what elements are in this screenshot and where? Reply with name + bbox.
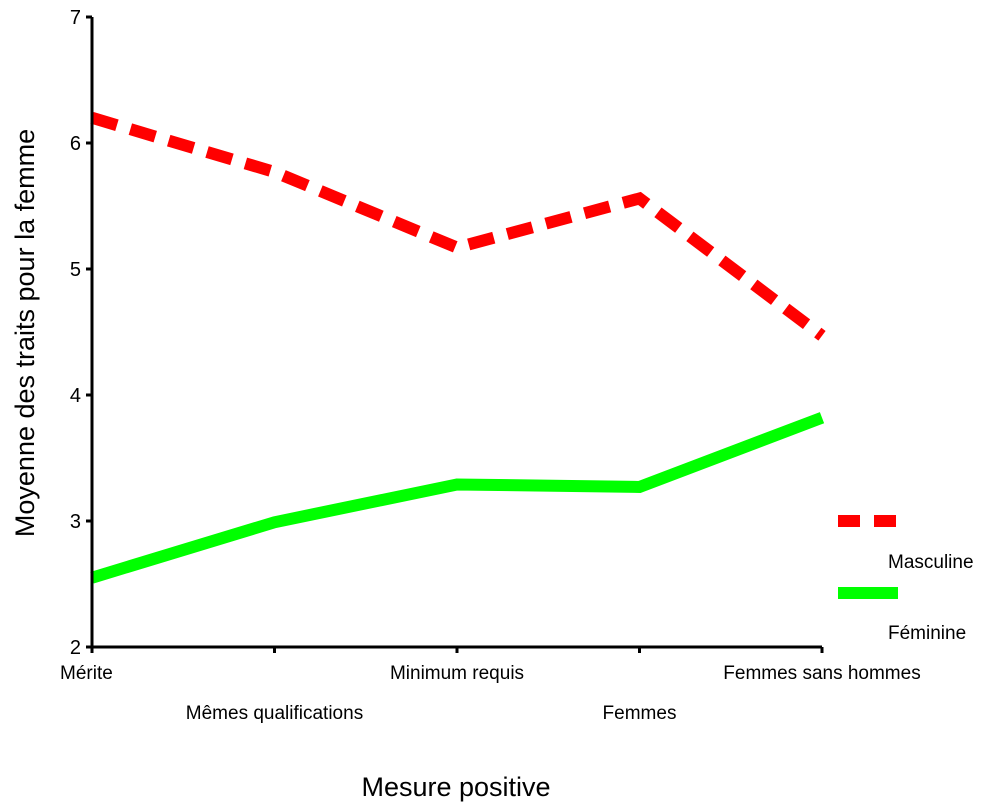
y-tick-label: 5 bbox=[70, 259, 81, 281]
x-tick-label: Mêmes qualifications bbox=[186, 703, 363, 724]
series-line-masculine bbox=[90, 112, 826, 341]
x-axis-title: Mesure positive bbox=[361, 772, 550, 802]
legend-label: Féminine bbox=[888, 623, 966, 644]
x-tick-label: Femmes sans hommes bbox=[723, 663, 920, 684]
legend: Masculine Féminine bbox=[838, 515, 974, 644]
x-tick-label: Minimum requis bbox=[390, 663, 524, 684]
legend-label: Masculine bbox=[888, 552, 974, 573]
series-line-feminine bbox=[90, 412, 825, 584]
x-ticks: Mérite Mêmes qualifications Minimum requis… bbox=[60, 647, 921, 724]
y-ticks: 2 3 4 5 6 7 bbox=[70, 7, 92, 659]
y-axis-title: Moyenne des traits pour la femme bbox=[10, 129, 40, 537]
x-tick-label: Femmes bbox=[603, 703, 677, 724]
y-tick-label: 2 bbox=[70, 637, 81, 659]
y-tick-label: 3 bbox=[70, 511, 81, 533]
y-tick-label: 7 bbox=[70, 7, 81, 29]
y-tick-label: 4 bbox=[70, 385, 81, 407]
series-layer bbox=[90, 112, 826, 584]
axes-layer bbox=[90, 17, 822, 649]
x-tick-label: Mérite bbox=[60, 663, 113, 684]
y-tick-label: 6 bbox=[70, 133, 81, 155]
